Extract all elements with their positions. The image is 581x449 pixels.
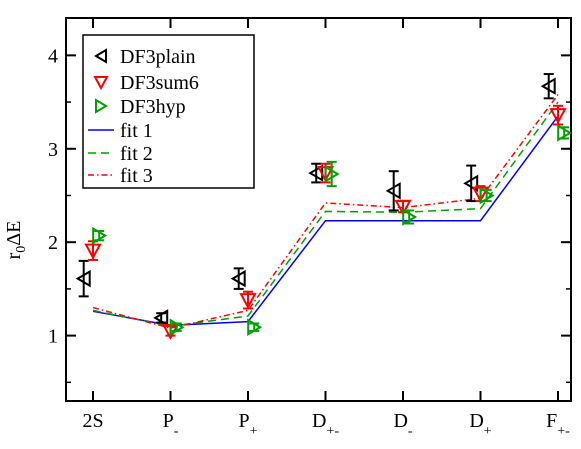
point-df3plain-4	[385, 182, 401, 200]
point-df3hyp-3	[324, 165, 340, 183]
point-df3hyp-6	[557, 124, 573, 142]
point-df3sum6-4	[394, 199, 412, 216]
point-df3sum6-0	[84, 243, 102, 260]
point-df3plain-0	[75, 269, 91, 288]
point-df3plain-2	[230, 269, 246, 288]
x-tick-label-5: D+	[469, 410, 491, 439]
x-tick-label-main-0: 2S	[82, 410, 103, 432]
y-axis-label: r0ΔE	[3, 221, 29, 260]
x-tick-label-sub-4: -	[408, 424, 413, 439]
point-df3plain-5	[463, 174, 479, 193]
plot-frame	[65, 17, 572, 402]
legend-marker-df3plain	[94, 48, 107, 64]
point-df3sum6-2	[239, 293, 257, 310]
x-tick-label-4: D-	[393, 410, 412, 439]
legend-label-df3hyp: DF3hyp	[120, 96, 186, 118]
x-tick-label-sub-1: -	[174, 424, 179, 439]
legend-marker-df3sum6	[93, 76, 109, 91]
point-df3hyp-5	[479, 186, 495, 205]
legend-label-fit3: fit 3	[120, 165, 153, 187]
x-tick-label-sub-2: +	[250, 424, 258, 439]
x-tick-label-main-6: F	[546, 410, 557, 432]
y-axis-label-rest: ΔE	[3, 221, 25, 246]
point-df3plain-1	[153, 309, 169, 327]
y-axis-label-sub: 0	[14, 246, 29, 253]
legend-label-fit2: fit 2	[120, 143, 153, 165]
x-tick-label-main-3: D	[312, 410, 326, 432]
legend: DF3plain DF3sum6 DF3hyp fit 1 fit 2 fit …	[82, 34, 255, 189]
y-tick-label-2: 3	[48, 139, 58, 161]
legend-marker-df3hyp	[95, 98, 108, 114]
point-df3hyp-4	[402, 208, 418, 226]
point-df3plain-6	[540, 77, 556, 95]
x-tick-label-main-5: D	[469, 410, 483, 432]
point-df3sum6-6	[549, 108, 567, 125]
x-tick-label-6: F+-	[546, 410, 570, 439]
point-df3hyp-2	[247, 318, 263, 336]
y-tick-label-3: 4	[48, 45, 58, 67]
x-tick-label-main-2: P	[238, 410, 249, 432]
x-tick-label-sub-6: +-	[557, 424, 570, 439]
y-tick-label-0: 1	[48, 326, 58, 348]
x-tick-label-3: D+-	[312, 410, 339, 439]
legend-label-df3plain: DF3plain	[120, 46, 196, 68]
x-tick-label-main-4: D	[393, 410, 407, 432]
y-axis-label-main: r	[3, 252, 25, 259]
x-tick-label-0: 2S	[82, 410, 103, 432]
point-df3hyp-1	[169, 318, 185, 336]
y-tick-label-1: 2	[48, 232, 58, 254]
legend-label-fit1: fit 1	[120, 120, 153, 142]
x-tick-label-sub-3: +-	[326, 424, 339, 439]
legend-label-df3sum6: DF3sum6	[120, 72, 199, 94]
x-tick-label-main-1: P	[163, 410, 174, 432]
x-tick-label-sub-5: +	[484, 424, 492, 439]
legend-box	[82, 34, 255, 189]
point-df3hyp-0	[92, 226, 108, 245]
x-tick-label-1: P-	[163, 410, 179, 439]
x-tick-label-2: P+	[238, 410, 257, 439]
